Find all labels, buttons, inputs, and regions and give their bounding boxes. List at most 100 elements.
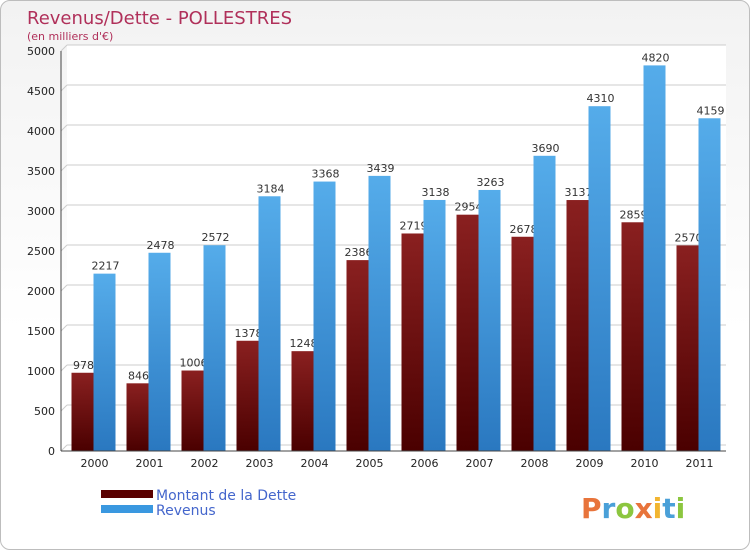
- bar-revenus: [478, 189, 501, 451]
- data-label-revenus: 3368: [312, 168, 340, 181]
- bar-revenus: [203, 245, 226, 451]
- data-label-dette: 2570: [675, 231, 703, 244]
- bar-revenus: [698, 118, 721, 451]
- y-tick-label: 2000: [27, 285, 55, 298]
- legend-swatch-revenus: [101, 505, 153, 513]
- data-label-dette: 1248: [290, 337, 318, 350]
- brand-letter: i: [653, 492, 663, 525]
- legend: Montant de la Dette Revenus: [101, 488, 296, 519]
- data-label-revenus: 2572: [202, 231, 230, 244]
- data-label-revenus: 3690: [532, 142, 560, 155]
- brand-letter: o: [615, 492, 634, 525]
- data-label-revenus: 4310: [587, 92, 615, 105]
- gridline-depth: [60, 84, 68, 92]
- y-tick-label: 3500: [27, 165, 55, 178]
- x-tick-label: 2010: [631, 457, 659, 470]
- bars: 978 2217 846 2478 1006 2572 1378 3184 1248 3368 23…: [71, 51, 725, 452]
- data-label-dette: 2386: [345, 246, 373, 259]
- data-label-revenus: 3263: [477, 176, 505, 189]
- data-label-dette: 846: [128, 369, 149, 382]
- chart-title: Revenus/Dette - POLLESTRES: [27, 8, 292, 29]
- gridline-depth: [60, 324, 68, 332]
- x-tick-label: 2011: [686, 457, 714, 470]
- x-tick-label: 2009: [576, 457, 604, 470]
- brand-letter: x: [635, 492, 653, 525]
- x-tick-label: 2008: [521, 457, 549, 470]
- bar-dette: [181, 370, 204, 451]
- y-tick-label: 500: [34, 405, 55, 418]
- data-label-revenus: 3138: [422, 186, 450, 199]
- data-label-dette: 2859: [620, 208, 648, 221]
- gridline-depth: [60, 364, 68, 372]
- gridline-depth: [60, 244, 68, 252]
- data-label-dette: 1378: [235, 327, 263, 340]
- y-tick-label: 2500: [27, 245, 55, 258]
- gridline-depth: [60, 204, 68, 212]
- brand-letter: r: [602, 492, 616, 525]
- data-label-revenus: 4159: [697, 104, 725, 117]
- gridline-depth: [60, 124, 68, 132]
- brand-letter: t: [662, 492, 675, 525]
- bar-revenus: [368, 175, 391, 451]
- chart-subtitle: (en milliers d'€): [27, 30, 113, 43]
- bar-dette: [236, 340, 259, 451]
- y-tick-label: 4000: [27, 125, 55, 138]
- x-tick-label: 2002: [191, 457, 219, 470]
- bar-revenus: [423, 199, 446, 451]
- proxiti-logo: Proxiti: [581, 492, 685, 525]
- bar-dette: [456, 214, 479, 451]
- x-tick-label: 2006: [411, 457, 439, 470]
- data-label-dette: 1006: [180, 357, 208, 370]
- x-tick-label: 2000: [81, 457, 109, 470]
- bar-dette: [346, 260, 369, 451]
- bar-dette: [126, 383, 149, 451]
- y-tick-label: 5000: [27, 45, 55, 58]
- bar-revenus: [313, 181, 336, 451]
- bar-dette: [291, 351, 314, 451]
- x-tick-label: 2007: [466, 457, 494, 470]
- data-label-dette: 2954: [455, 201, 483, 214]
- gridline-depth: [60, 164, 68, 172]
- y-tick-label: 3000: [27, 205, 55, 218]
- brand-letter: P: [581, 492, 602, 525]
- data-label-revenus: 4820: [642, 51, 670, 64]
- bar-dette: [511, 236, 534, 451]
- data-label-dette: 3137: [565, 186, 593, 199]
- y-tick-label: 1000: [27, 365, 55, 378]
- bar-dette: [71, 372, 94, 451]
- x-tick-label: 2001: [136, 457, 164, 470]
- gridline-depth: [60, 444, 68, 452]
- bar-dette: [676, 245, 699, 451]
- gridline-depth: [60, 284, 68, 292]
- legend-label-revenus: Revenus: [156, 503, 216, 519]
- brand-letter: i: [676, 492, 686, 525]
- y-tick-label: 4500: [27, 85, 55, 98]
- legend-label-dette: Montant de la Dette: [156, 488, 296, 504]
- data-label-dette: 2678: [510, 223, 538, 236]
- data-label-dette: 978: [73, 359, 94, 372]
- data-label-revenus: 2478: [147, 239, 175, 252]
- y-tick-label: 1500: [27, 325, 55, 338]
- data-label-revenus: 2217: [92, 260, 120, 273]
- bar-revenus: [148, 252, 171, 451]
- bar-revenus: [643, 65, 666, 452]
- data-label-dette: 2719: [400, 219, 428, 232]
- bar-dette: [401, 233, 424, 451]
- bar-revenus: [533, 155, 556, 452]
- x-tick-label: 2003: [246, 457, 274, 470]
- bar-revenus: [258, 196, 281, 451]
- axes: 0 500 1000 1500 2000 2500 3000 3500 4000 4500 5000…: [27, 45, 726, 470]
- data-label-revenus: 3184: [257, 182, 285, 195]
- gridline-depth: [60, 44, 68, 52]
- grid-lines: [60, 44, 726, 452]
- data-label-revenus: 3439: [367, 162, 395, 175]
- bar-dette: [566, 200, 589, 451]
- bar-revenus: [93, 273, 116, 451]
- gridline-depth: [60, 404, 68, 412]
- bar-dette: [621, 222, 644, 451]
- y-tick-label: 0: [48, 445, 55, 458]
- x-tick-label: 2004: [301, 457, 329, 470]
- bar-revenus: [588, 106, 611, 451]
- legend-swatch-dette: [101, 490, 153, 498]
